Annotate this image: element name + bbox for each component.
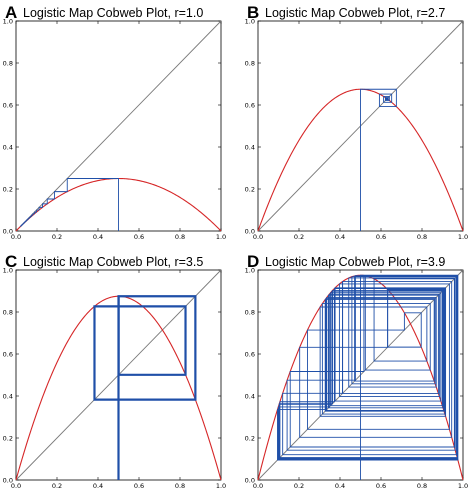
y-tick-label: 0.0 xyxy=(245,227,255,235)
y-tick-label: 0.8 xyxy=(245,308,255,316)
cobweb-path xyxy=(360,88,397,231)
y-tick-label: 0.2 xyxy=(3,434,13,442)
y-tick-label: 0.8 xyxy=(3,59,13,67)
y-tick-label: 0.6 xyxy=(245,101,255,109)
panel-label: D xyxy=(247,252,259,271)
chart-title: Logistic Map Cobweb Plot, r=2.7 xyxy=(265,6,445,20)
x-tick-label: 0.4 xyxy=(93,482,103,490)
panel-label: A xyxy=(5,3,17,22)
chart-title: Logistic Map Cobweb Plot, r=3.5 xyxy=(23,255,203,269)
y-tick-label: 0.2 xyxy=(245,185,255,193)
chart-title: Logistic Map Cobweb Plot, r=1.0 xyxy=(23,6,203,20)
y-tick-label: 0.2 xyxy=(245,434,255,442)
x-tick-label: 1.0 xyxy=(458,233,468,241)
cobweb-path xyxy=(277,274,459,480)
y-tick-label: 0.0 xyxy=(3,476,13,484)
x-tick-label: 0.2 xyxy=(294,233,304,241)
y-tick-label: 0.6 xyxy=(3,350,13,358)
panel-label: C xyxy=(5,252,17,271)
y-tick-label: 0.0 xyxy=(245,476,255,484)
cobweb-path xyxy=(20,178,119,231)
x-tick-label: 0.6 xyxy=(376,233,386,241)
y-tick-label: 0.2 xyxy=(3,185,13,193)
x-tick-label: 0.2 xyxy=(52,233,62,241)
y-tick-label: 1.0 xyxy=(245,17,255,25)
x-tick-label: 0.4 xyxy=(335,482,345,490)
x-tick-label: 0.8 xyxy=(417,233,427,241)
x-tick-label: 0.2 xyxy=(294,482,304,490)
x-tick-label: 0.0 xyxy=(11,482,21,490)
x-tick-label: 0.0 xyxy=(11,233,21,241)
panel-c: C Logistic Map Cobweb Plot, r=3.5 0.0 0.2 0.… xyxy=(3,252,227,490)
y-tick-label: 0.8 xyxy=(3,308,13,316)
y-tick-label: 0.0 xyxy=(3,227,13,235)
y-tick-label: 1.0 xyxy=(3,266,13,274)
x-tick-label: 1.0 xyxy=(216,482,226,490)
x-tick-label: 0.8 xyxy=(175,482,185,490)
y-tick-label: 0.6 xyxy=(3,101,13,109)
panel-a: A Logistic Map Cobweb Plot, r=1.0 0.0 0.2 0.… xyxy=(3,3,227,241)
x-tick-label: 0.6 xyxy=(376,482,386,490)
chart-title: Logistic Map Cobweb Plot, r=3.9 xyxy=(265,255,445,269)
x-tick-label: 0.0 xyxy=(253,482,263,490)
x-tick-label: 0.8 xyxy=(417,482,427,490)
x-tick-label: 1.0 xyxy=(458,482,468,490)
y-tick-label: 0.8 xyxy=(245,59,255,67)
x-tick-label: 0.0 xyxy=(253,233,263,241)
x-tick-label: 0.6 xyxy=(134,482,144,490)
panel-b: B Logistic Map Cobweb Plot, r=2.7 0.0 0.2 0.… xyxy=(245,3,469,241)
y-tick-label: 0.4 xyxy=(245,143,255,151)
x-tick-label: 0.4 xyxy=(335,233,345,241)
y-tick-label: 1.0 xyxy=(245,266,255,274)
y-tick-label: 0.4 xyxy=(3,392,13,400)
x-tick-label: 0.6 xyxy=(134,233,144,241)
identity-line xyxy=(15,20,222,232)
x-tick-label: 0.4 xyxy=(93,233,103,241)
panel-label: B xyxy=(247,3,259,22)
cobweb-path xyxy=(93,295,197,480)
y-tick-label: 0.6 xyxy=(245,350,255,358)
x-tick-label: 0.8 xyxy=(175,233,185,241)
x-tick-label: 1.0 xyxy=(216,233,226,241)
y-tick-label: 0.4 xyxy=(3,143,13,151)
y-tick-label: 0.4 xyxy=(245,392,255,400)
y-tick-label: 1.0 xyxy=(3,17,13,25)
x-tick-label: 0.2 xyxy=(52,482,62,490)
panel-d: D Logistic Map Cobweb Plot, r=3.9 0.0 0.2 0.… xyxy=(245,252,469,490)
